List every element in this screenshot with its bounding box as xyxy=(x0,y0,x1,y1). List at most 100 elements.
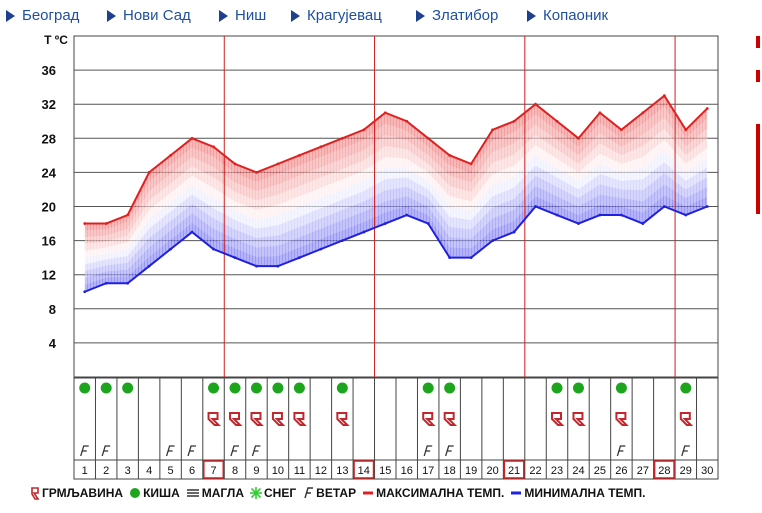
arrow-right-icon xyxy=(107,9,116,22)
band-segment xyxy=(685,167,708,190)
min-temp-point xyxy=(362,230,366,234)
thunder-glyph xyxy=(271,412,286,426)
max-temp-point xyxy=(448,153,452,157)
min-temp-line xyxy=(84,205,708,293)
nav-item-zlatibor[interactable]: Златибор xyxy=(416,7,498,24)
city-nav: Београд Нови Сад Ниш Крагујевац Златибор… xyxy=(0,0,762,32)
min-temp-point xyxy=(684,213,688,217)
day-label: 10 xyxy=(272,465,284,477)
legend-label: МИНИМАЛНА ТЕМП. xyxy=(524,486,646,500)
band-segment xyxy=(535,134,557,159)
day-label: 9 xyxy=(253,465,259,477)
max-temp-point xyxy=(598,111,602,115)
max-temp-point xyxy=(276,162,280,166)
rain-icon xyxy=(100,382,112,394)
max-temp-point xyxy=(83,222,87,225)
rain-icon xyxy=(444,382,456,394)
band-segment xyxy=(685,177,708,198)
arrow-right-icon xyxy=(219,9,228,22)
band-segment xyxy=(127,200,150,243)
thunder-icon xyxy=(336,412,350,426)
band-segment xyxy=(535,104,557,131)
wind-icon xyxy=(80,445,89,457)
day-label: 5 xyxy=(168,465,174,477)
legend-item-max-temp: МАКСИМАЛНА ТЕМП. xyxy=(362,486,504,500)
side-marks xyxy=(756,36,760,214)
wind-icon xyxy=(423,445,433,457)
day-label: 17 xyxy=(422,465,434,477)
band-segment xyxy=(557,149,579,173)
band-segment xyxy=(406,121,429,147)
min-temp-point xyxy=(641,222,645,225)
max-temp-point xyxy=(298,153,301,157)
thunder-icon xyxy=(572,412,586,426)
rain-icon xyxy=(336,382,348,394)
thunder-glyph xyxy=(207,412,221,426)
min-temp-point xyxy=(298,256,301,260)
band-segment xyxy=(277,216,300,236)
band-segment xyxy=(277,237,300,256)
thunder-glyph xyxy=(615,412,629,426)
thunder-glyph xyxy=(551,412,565,426)
nav-item-label: Крагујевац xyxy=(307,7,382,24)
min-temp-point xyxy=(705,205,709,208)
legend-item-rain: КИША xyxy=(129,486,180,500)
band-segment xyxy=(557,168,579,190)
day-label: 4 xyxy=(146,465,152,477)
day-highlight-box xyxy=(503,460,525,479)
band-segment xyxy=(406,158,429,181)
band-segment xyxy=(277,175,300,195)
band-segment xyxy=(127,238,150,270)
max-temp-point xyxy=(405,119,409,123)
y-tick-label: 24 xyxy=(42,165,57,180)
band-segment xyxy=(256,194,278,210)
day-label: 7 xyxy=(210,465,216,477)
day-label: 11 xyxy=(294,465,305,477)
band-segment xyxy=(127,191,150,236)
rain-icon xyxy=(272,382,284,394)
band-segment xyxy=(127,247,150,277)
max-temp-point xyxy=(662,94,666,98)
min-temp-point xyxy=(169,247,173,251)
nav-item-label: Ниш xyxy=(235,7,267,24)
day-label: 16 xyxy=(401,465,413,477)
y-tick-label: 36 xyxy=(42,63,56,78)
band-segment xyxy=(277,165,300,185)
side-mark xyxy=(756,36,760,48)
nav-item-beograd[interactable]: Београд xyxy=(6,7,79,24)
legend-label: ВЕТАР xyxy=(316,486,357,500)
max-temp-point xyxy=(641,111,645,115)
legend-item-min-temp: МИНИМАЛНА ТЕМП. xyxy=(510,486,646,500)
thunder-icon xyxy=(679,412,694,426)
side-mark xyxy=(756,124,760,214)
max-temp-line xyxy=(84,94,708,225)
day-label: 24 xyxy=(572,465,584,477)
band-segment xyxy=(685,147,708,173)
y-tick-label: 8 xyxy=(49,302,56,317)
nav-item-novi-sad[interactable]: Нови Сад xyxy=(107,7,191,24)
max-temp-point xyxy=(147,171,151,174)
fog-icon xyxy=(186,489,199,497)
nav-item-nis[interactable]: Ниш xyxy=(219,7,266,24)
nav-item-kragujevac[interactable]: Крагујевац xyxy=(291,7,382,24)
band-segment xyxy=(256,245,278,257)
nav-item-kopaonik[interactable]: Копаоник xyxy=(527,7,608,24)
min-temp-point xyxy=(255,264,258,268)
max-temp-point xyxy=(555,119,559,123)
thunder-icon xyxy=(422,412,436,426)
min-temp-point xyxy=(469,256,473,260)
band-segment xyxy=(406,130,429,156)
min-temp-point xyxy=(126,281,130,285)
min-temp-point xyxy=(426,222,430,225)
band-segment xyxy=(256,163,278,182)
band-segment xyxy=(256,215,278,229)
band-segment xyxy=(277,155,300,175)
max-temp-point xyxy=(104,222,108,225)
min-temp-point xyxy=(83,290,87,294)
band-segment xyxy=(535,175,557,197)
band-segment xyxy=(449,247,472,258)
band-segment xyxy=(127,228,150,263)
thunder-glyph xyxy=(229,412,243,426)
band-segment xyxy=(557,177,579,198)
thunder-glyph xyxy=(293,412,307,426)
